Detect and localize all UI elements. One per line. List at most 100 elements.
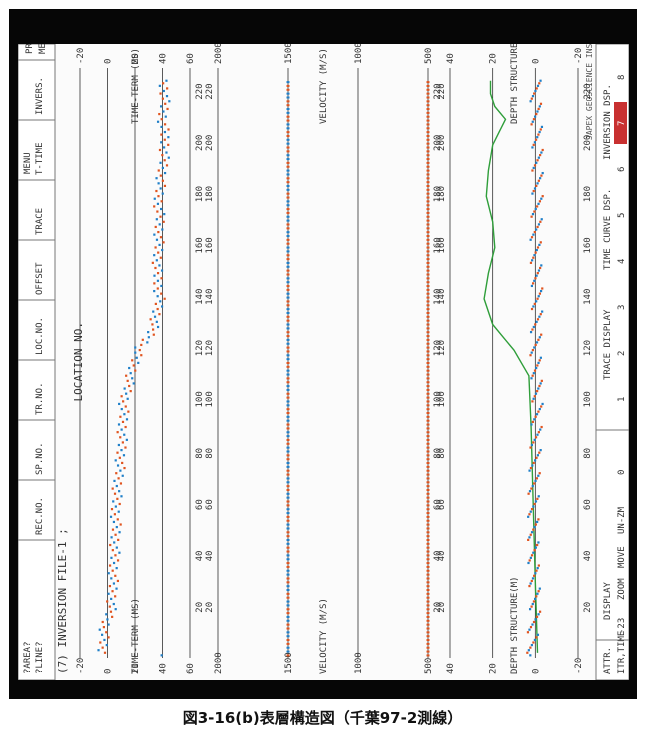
depth-surface-point [530,97,533,100]
velocity-point [286,231,290,234]
depth-surface-point [539,289,543,293]
velocity-point [426,111,430,114]
velocity-point [426,215,430,218]
time-term-point [99,641,102,644]
velocity-point [286,331,290,334]
display-number-4[interactable]: 4 [617,259,627,264]
depth-surface-point [532,143,535,146]
display-number-3[interactable]: 3 [617,305,627,310]
velocity-point [426,539,430,541]
velocity-point [426,188,430,191]
time-term-point [161,248,164,252]
depth-surface-point [527,649,530,652]
time-term-point [108,605,111,608]
depth-surface-point [534,546,537,549]
time-term-point [116,579,120,583]
time-term-point [116,464,120,467]
depth-surface-point [538,359,541,362]
velocity-point [286,619,290,622]
time-term-point [114,459,117,462]
time-term-point [125,438,128,441]
depth-surface-point [533,369,537,372]
velocity-point [426,423,430,426]
display-number-7[interactable]: 7 [617,121,627,126]
time-term-point [160,269,164,272]
time-term-point [117,423,121,426]
menu-item-ttime[interactable]: T-TIME [35,142,45,175]
location-tick-label: 120 [437,340,447,356]
depth-surface-point [532,256,535,259]
velocity-point [426,500,430,503]
time-term-point [110,508,114,511]
institute-name: JAPEX GEOSCIENCE INSTITUTE,INC. [585,44,594,140]
time-term-point [115,472,118,475]
time-term-point [154,246,157,249]
velocity-point [426,523,430,526]
menu-item-locno[interactable]: LOC.NO. [35,317,45,355]
depth-surface-point [533,346,536,349]
velocity-point [426,292,430,295]
velocity-point [426,408,430,411]
depth-surface-point [537,133,540,136]
tick-label-depth: 20 [489,663,499,674]
velocity-point [426,477,430,480]
panel-label-depth: DEPTH STRUCTURE(M) [510,44,520,124]
display-number-2[interactable]: 2 [617,351,627,356]
time-term-point [134,351,137,354]
time-term-point [116,518,119,521]
velocity-point [286,592,290,595]
velocity-point [286,654,290,657]
depth-surface-point [538,407,541,411]
depth-surface-point [540,151,543,154]
time-term-point [120,395,123,398]
location-tick-label: 100 [195,391,205,407]
time-term-point [157,230,160,234]
depth-surface-point [530,554,534,557]
time-term-point [134,369,137,372]
display-number-8[interactable]: 8 [617,75,627,80]
menu-item-trno[interactable]: TR.NO. [35,382,45,415]
time-term-point [115,484,118,488]
tick-label-depth: 20 [489,53,499,64]
time-term-point [157,182,160,185]
un-zoom-button[interactable]: UN-ZM [617,506,627,534]
depth-surface-point [537,590,540,593]
prim-menu-button-line2[interactable]: MENU [38,44,48,54]
velocity-point [286,373,290,376]
location-tick-label: 60 [205,499,215,510]
velocity-point [286,504,290,507]
depth-surface-point [538,105,541,108]
time-term-point [103,638,106,642]
menu-item-trace[interactable]: TRACE [35,208,45,235]
time-term-point [152,333,155,336]
location-tick-label: 160 [205,237,215,253]
move-button[interactable]: MOVE [617,546,627,568]
time-term-point [123,466,126,470]
depth-surface-point [529,354,532,357]
location-tick-label: 60 [437,499,447,510]
depth-surface-point [531,282,535,285]
velocity-point [286,423,290,426]
menu-item-invers[interactable]: INVERS. [35,77,45,115]
velocity-point [426,504,430,507]
depth-surface-point [537,474,540,477]
menu-item-recno[interactable]: REC.NO. [35,497,45,535]
menu-item-spno[interactable]: SP.NO. [35,442,45,475]
display-number-6[interactable]: 6 [617,167,627,172]
menu-item-offset[interactable]: OFFSET [35,262,45,295]
time-term-point [113,513,116,516]
velocity-point [286,208,290,211]
time-term-point [160,200,163,203]
zoom-button[interactable]: ZOOM [617,578,627,600]
display-number-1[interactable]: 1 [617,397,627,402]
depth-surface-point [531,213,535,216]
time-term-point [156,307,159,311]
velocity-point [426,154,430,157]
prim-menu-button-line1[interactable]: PRIM. [25,44,35,54]
display-number-5[interactable]: 5 [617,213,627,218]
depth-surface-point [537,495,540,498]
depth-surface-point [530,377,533,380]
time-term-point [162,110,165,113]
velocity-point [286,458,290,461]
velocity-point [286,550,290,553]
